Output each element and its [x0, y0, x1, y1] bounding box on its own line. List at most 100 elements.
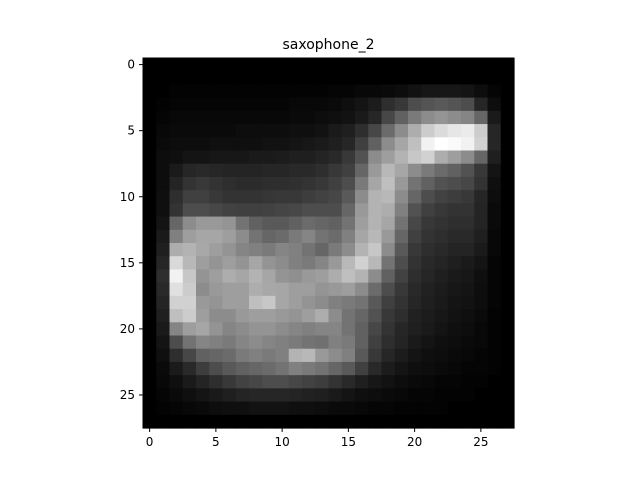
heatmap-cell [421, 176, 436, 191]
heatmap-cell [461, 388, 475, 403]
y-axis: 0 5 10 15 20 25 [120, 58, 143, 402]
heatmap-cell [461, 110, 475, 125]
heatmap-cell [408, 137, 422, 152]
heatmap-cell [328, 348, 343, 363]
heatmap-cell [487, 216, 502, 231]
heatmap-cell [461, 269, 475, 284]
heatmap-cell [368, 216, 383, 231]
heatmap-cell [341, 150, 356, 165]
heatmap-cell [381, 269, 396, 284]
heatmap-cell [500, 97, 515, 112]
heatmap-cell [408, 84, 422, 99]
heatmap-cell [408, 269, 422, 284]
heatmap-cell [487, 309, 502, 323]
heatmap-cell [368, 84, 383, 99]
heatmap-cell [209, 335, 224, 350]
heatmap-cell [328, 401, 343, 416]
heatmap-cell [275, 414, 290, 429]
heatmap-cell [169, 176, 184, 191]
heatmap-cell [288, 348, 303, 363]
heatmap-cell [249, 176, 263, 191]
heatmap-cell [315, 150, 330, 165]
heatmap-cell [288, 58, 303, 72]
heatmap-cell [381, 124, 396, 138]
heatmap-cell [182, 348, 197, 363]
heatmap-cell [143, 282, 157, 297]
heatmap-cell [302, 388, 316, 403]
heatmap-cell [235, 375, 250, 389]
heatmap-cell [394, 282, 409, 297]
heatmap-cell [368, 229, 383, 244]
heatmap-cell [209, 97, 224, 112]
heatmap-cell [500, 150, 515, 165]
heatmap-cell [275, 71, 290, 86]
heatmap-cell [235, 163, 250, 178]
heatmap-cell [288, 71, 303, 86]
heatmap-cell [355, 361, 369, 376]
heatmap-cell [249, 124, 263, 138]
heatmap-cell [408, 243, 422, 257]
heatmap-cell [394, 348, 409, 363]
heatmap-cell [222, 243, 237, 257]
heatmap-cell [355, 58, 369, 72]
heatmap-cell [487, 348, 502, 363]
heatmap-cell [302, 348, 316, 363]
heatmap-cell [182, 190, 197, 204]
heatmap-cell [381, 229, 396, 244]
heatmap-cell [341, 282, 356, 297]
heatmap-cell [182, 110, 197, 125]
heatmap-cell [355, 322, 369, 337]
heatmap-cell [341, 124, 356, 138]
heatmap-cell [182, 335, 197, 350]
heatmap-cell [368, 348, 383, 363]
heatmap-cell [249, 97, 263, 112]
heatmap-cell [394, 375, 409, 389]
heatmap-cell [447, 58, 462, 72]
heatmap-cell [315, 110, 330, 125]
heatmap-cell [222, 58, 237, 72]
heatmap-cell [169, 401, 184, 416]
heatmap-cell [447, 243, 462, 257]
heatmap-cell [196, 388, 210, 403]
heatmap-cell [315, 97, 330, 112]
heatmap-cell [275, 269, 290, 284]
heatmap-cell [288, 361, 303, 376]
heatmap-cell [235, 414, 250, 429]
heatmap-cell [262, 137, 277, 152]
heatmap-cell [500, 388, 515, 403]
x-tick-label: 5 [212, 435, 220, 449]
heatmap-cell [341, 414, 356, 429]
heatmap-cell [262, 401, 277, 416]
heatmap-cell [461, 401, 475, 416]
heatmap-cell [500, 282, 515, 297]
heatmap-cell [182, 375, 197, 389]
heatmap-cell [143, 295, 157, 310]
heatmap-cell [341, 84, 356, 99]
heatmap-cell [474, 137, 489, 152]
heatmap-cell [315, 375, 330, 389]
heatmap-cell [408, 229, 422, 244]
heatmap-cell [355, 229, 369, 244]
heatmap-cell [328, 269, 343, 284]
heatmap-cell [381, 176, 396, 191]
heatmap-cell [209, 375, 224, 389]
heatmap-cell [487, 58, 502, 72]
heatmap-cell [235, 348, 250, 363]
heatmap-cell [169, 282, 184, 297]
heatmap-cell [143, 269, 157, 284]
heatmap-cell [500, 190, 515, 204]
heatmap-cell [275, 335, 290, 350]
heatmap-cell [500, 84, 515, 99]
heatmap-cell [196, 229, 210, 244]
heatmap-cell [408, 97, 422, 112]
heatmap-cell [249, 150, 263, 165]
heatmap-cell [461, 295, 475, 310]
heatmap-cell [288, 282, 303, 297]
heatmap-cell [421, 269, 436, 284]
heatmap-cell [196, 150, 210, 165]
heatmap-cell [182, 124, 197, 138]
heatmap-cell [355, 414, 369, 429]
heatmap-cell [275, 243, 290, 257]
heatmap-cell [182, 401, 197, 416]
heatmap-cell [156, 375, 171, 389]
